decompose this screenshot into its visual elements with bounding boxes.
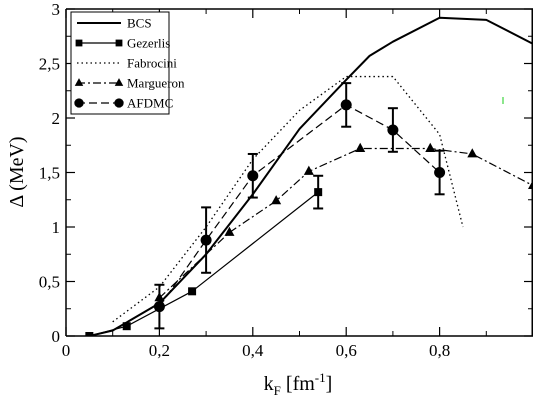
x-tick-label: 0 [62, 341, 71, 360]
series-line-margueron [158, 147, 533, 299]
legend-label-bcs: BCS [127, 16, 152, 31]
legend-entry-gezerlis: Gezerlis [75, 36, 170, 51]
data-point-afdmc [387, 124, 399, 136]
series-fabrocini [112, 75, 464, 323]
series-line-bcs [89, 16, 533, 336]
y-axis-label: Δ (MeV) [6, 136, 28, 207]
data-point-margueron [303, 165, 314, 175]
series-bcs [89, 16, 533, 336]
data-point-afdmc [153, 301, 165, 313]
legend-label-fabrocini: Fabrocini [127, 56, 177, 71]
x-axis-label-unit: [fm [281, 373, 315, 395]
legend-entry-fabrocini: Fabrocini [77, 56, 177, 71]
data-point-afdmc [200, 234, 212, 246]
tick-labels: 0 0,2 0,4 0,6 0,8 0 0,5 1 1,5 2 2,5 3 [39, 0, 450, 360]
legend-marker-margueron [74, 78, 84, 86]
legend-label-gezerlis: Gezerlis [127, 36, 170, 51]
data-point-gezerlis [122, 322, 131, 331]
legend: BCS Gezerlis Fabrocini Margueron AFDMC [70, 11, 185, 115]
x-tick-label: 0,4 [242, 341, 264, 360]
y-tick-label: 0,5 [39, 273, 60, 292]
y-tick-label: 2,5 [39, 55, 60, 74]
x-tick-label: 0,8 [429, 341, 450, 360]
legend-marker-margueron [114, 78, 124, 86]
y-tick-label: 1 [52, 218, 61, 237]
data-point-margueron [528, 179, 533, 190]
x-axis-label-main: k [264, 373, 274, 395]
data-point-margueron [224, 226, 235, 236]
legend-label-afdmc: AFDMC [127, 96, 173, 111]
data-point-margueron [467, 148, 478, 158]
legend-marker-afdmc [74, 98, 84, 108]
x-tick-label: 0,2 [149, 341, 170, 360]
x-axis-label: kF [fm-1] [264, 370, 333, 398]
data-point-margueron [271, 195, 282, 205]
x-tick-label: 0,6 [336, 341, 357, 360]
legend-marker-gezerlis [75, 39, 83, 47]
series-line-fabrocini [112, 75, 464, 323]
data-point-margueron [425, 142, 436, 152]
data-point-afdmc [434, 167, 446, 178]
y-tick-label: 0 [52, 327, 61, 346]
legend-marker-afdmc [114, 98, 124, 108]
legend-label-margueron: Margueron [127, 76, 185, 91]
legend-marker-gezerlis [115, 39, 123, 47]
legend-entry-bcs: BCS [77, 16, 152, 31]
x-axis-label-superscript: -1 [315, 370, 326, 385]
data-point-gezerlis [188, 287, 197, 296]
y-tick-label: 3 [52, 0, 61, 19]
legend-entry-afdmc: AFDMC [74, 96, 173, 111]
data-point-gezerlis [314, 188, 323, 197]
series-layer [85, 16, 533, 336]
legend-entry-margueron: Margueron [74, 76, 185, 91]
data-point-afdmc [340, 99, 352, 111]
y-tick-label: 1,5 [39, 164, 60, 183]
data-point-afdmc [247, 170, 259, 182]
series-line-afdmc [158, 104, 441, 307]
x-axis-label-subscript: F [274, 383, 281, 398]
x-axis-label-unit-close: ] [326, 373, 333, 395]
data-point-gezerlis [85, 332, 94, 336]
data-point-margueron [355, 142, 366, 152]
y-tick-label: 2 [52, 109, 61, 128]
series-afdmc [153, 82, 446, 330]
